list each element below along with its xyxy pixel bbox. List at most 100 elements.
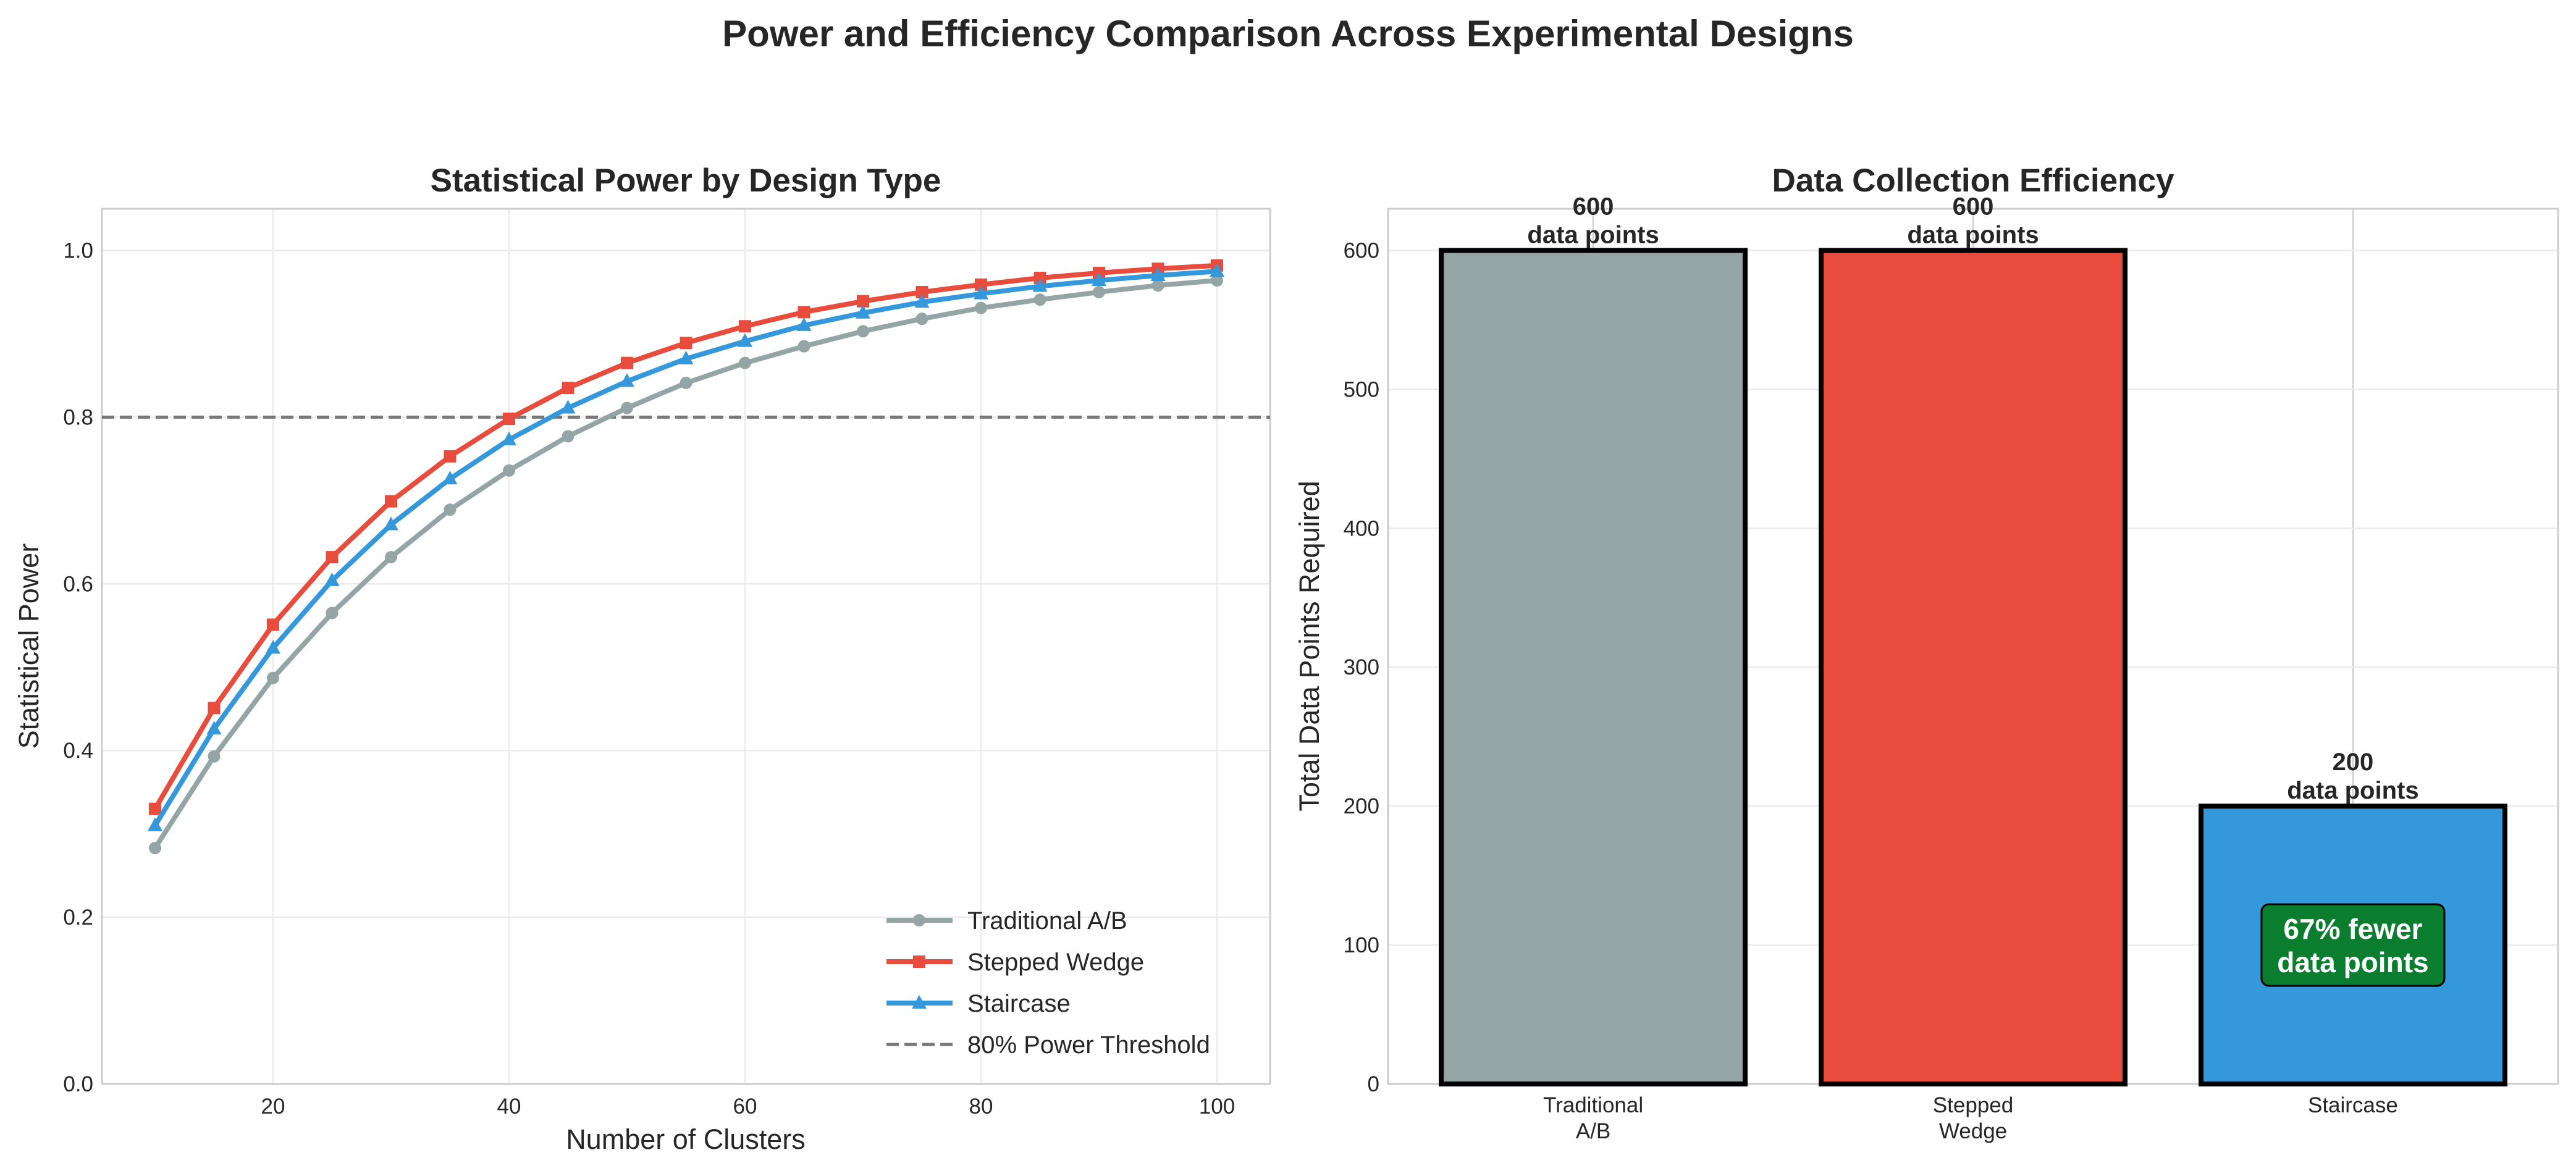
x-tick-label: 100: [1199, 1094, 1235, 1119]
triangle-marker: [324, 572, 340, 586]
power-x-axis-label: Number of Clusters: [566, 1124, 806, 1155]
power-legend: Traditional A/B Stepped Wedge Staircase 80%…: [886, 907, 1210, 1059]
legend-label: Staircase: [967, 990, 1071, 1017]
circle-marker: [444, 503, 457, 516]
bar-value-label: 600: [1953, 193, 1994, 220]
bar-unit-label: data points: [1907, 221, 2039, 248]
annotation-text: data points: [2277, 946, 2428, 978]
circle-marker: [562, 430, 575, 443]
x-tick-label: 40: [497, 1094, 521, 1119]
x-tick-label: 20: [261, 1094, 285, 1119]
square-marker: [1033, 272, 1046, 285]
square-marker: [915, 285, 928, 298]
y-tick-label: 100: [1344, 933, 1379, 957]
square-marker: [444, 450, 457, 463]
power-y-axis-label: Statistical Power: [13, 544, 44, 749]
efficiency-chart: Data Collection Efficiency Total Data Po…: [1294, 162, 2559, 1143]
triangle-marker: [1210, 263, 1225, 277]
bar-unit-label: data points: [1527, 221, 1659, 248]
triangle-marker: [678, 350, 694, 364]
bar: [1819, 248, 2128, 1086]
series-line: [153, 278, 1218, 850]
legend-item: Traditional A/B: [886, 907, 1127, 934]
triangle-marker: [912, 995, 927, 1009]
x-tick-label: 60: [733, 1094, 757, 1119]
circle-marker: [857, 325, 870, 338]
circle-marker: [148, 842, 161, 855]
annotation-box: [2260, 903, 2446, 987]
square-marker: [502, 413, 515, 426]
circle-marker: [1093, 285, 1106, 298]
triangle-marker: [1092, 272, 1107, 287]
power-chart: Statistical Power by Design Type Number …: [13, 162, 1271, 1155]
triangle-marker: [442, 471, 458, 485]
y-tick-label: 0.8: [63, 405, 93, 429]
y-tick-label: 600: [1344, 238, 1379, 262]
power-chart-title: Statistical Power by Design Type: [431, 162, 941, 199]
bar-unit-label: data points: [2287, 777, 2418, 804]
circle-marker: [798, 340, 810, 353]
y-tick-label: 0.4: [63, 739, 93, 763]
power-axes-frame: [101, 208, 1271, 1085]
circle-marker: [1211, 274, 1224, 287]
circle-marker: [913, 914, 925, 926]
square-marker: [326, 551, 339, 564]
circle-marker: [1033, 293, 1046, 306]
triangle-marker: [619, 373, 634, 387]
x-tick-label: Staircase: [2308, 1093, 2398, 1117]
legend-label: Stepped Wedge: [967, 949, 1144, 976]
x-tick-label: 80: [969, 1094, 993, 1119]
circle-marker: [384, 551, 397, 564]
square-marker: [208, 702, 221, 715]
efficiency-chart-title: Data Collection Efficiency: [1772, 162, 2174, 199]
y-tick-label: 200: [1344, 794, 1379, 818]
x-tick-label: Traditional: [1543, 1093, 1643, 1117]
circle-marker: [739, 356, 752, 369]
bar-value-label: 200: [2333, 749, 2374, 776]
triangle-marker: [856, 304, 871, 319]
circle-marker: [975, 301, 988, 314]
triangle-marker: [738, 333, 753, 347]
bar: [1439, 248, 1748, 1086]
legend-label: 80% Power Threshold: [967, 1031, 1210, 1059]
legend-label: Traditional A/B: [967, 907, 1127, 934]
square-marker: [798, 306, 810, 319]
y-tick-label: 500: [1344, 377, 1379, 401]
x-tick-label: Stepped: [1933, 1093, 2013, 1117]
y-tick-label: 0: [1368, 1072, 1379, 1096]
triangle-marker: [914, 294, 930, 308]
series-staircase: [147, 263, 1225, 831]
circle-marker: [680, 377, 692, 390]
square-marker: [913, 956, 925, 968]
square-marker: [562, 382, 575, 395]
bar-value-label: 600: [1573, 193, 1614, 220]
legend-item: 80% Power Threshold: [886, 1031, 1210, 1059]
efficiency-y-axis-label: Total Data Points Required: [1294, 481, 1325, 811]
y-tick-label: 300: [1344, 655, 1379, 679]
circle-marker: [502, 464, 515, 477]
square-marker: [620, 356, 633, 369]
triangle-marker: [974, 285, 989, 300]
circle-marker: [915, 313, 928, 326]
triangle-marker: [796, 317, 812, 331]
figure-title: Power and Efficiency Comparison Across E…: [722, 13, 1854, 54]
x-tick-label: Wedge: [1939, 1119, 2007, 1143]
circle-marker: [620, 401, 633, 414]
y-tick-label: 0.6: [63, 572, 93, 596]
x-tick-label: A/B: [1576, 1119, 1610, 1143]
square-marker: [680, 337, 692, 350]
triangle-marker: [383, 516, 398, 531]
circle-marker: [208, 750, 221, 763]
square-marker: [739, 320, 752, 333]
square-marker: [857, 295, 870, 308]
triangle-marker: [206, 721, 222, 735]
square-marker: [266, 618, 279, 631]
circle-marker: [326, 607, 339, 620]
y-tick-label: 400: [1344, 516, 1379, 540]
y-tick-label: 1.0: [63, 238, 93, 262]
y-tick-label: 0.2: [63, 905, 93, 930]
annotation-text: 67% fewer: [2283, 913, 2422, 945]
y-tick-label: 0.0: [63, 1072, 93, 1096]
triangle-marker: [560, 400, 576, 414]
